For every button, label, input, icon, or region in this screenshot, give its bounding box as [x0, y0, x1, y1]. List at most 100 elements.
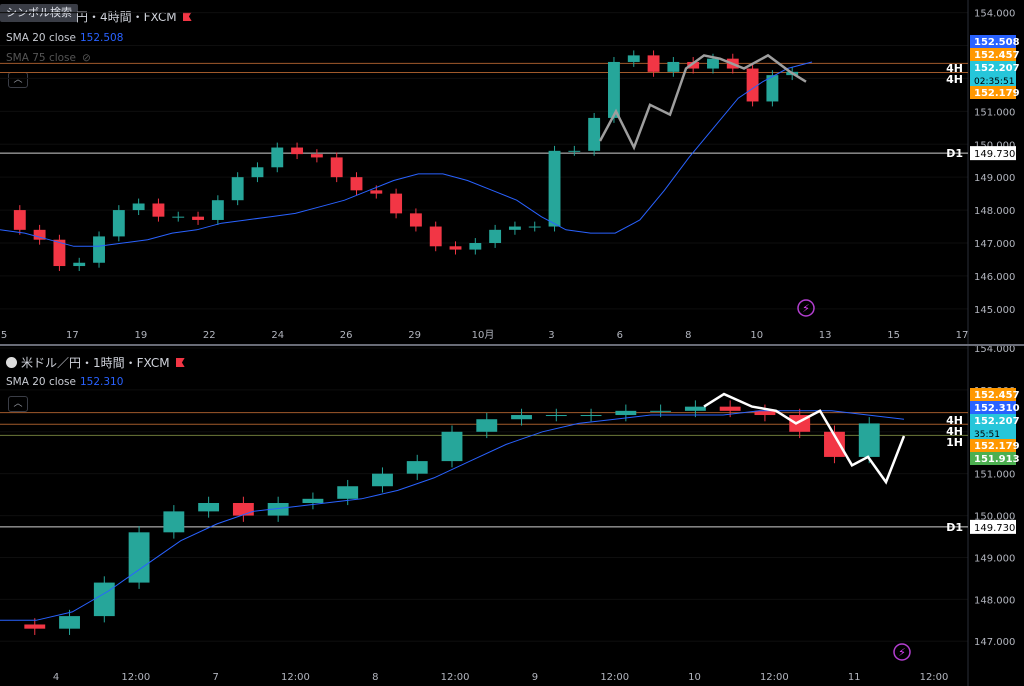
candle-body	[73, 262, 86, 267]
price-label: 152.207	[974, 63, 1020, 74]
candle-body	[580, 415, 602, 417]
candle-body	[251, 167, 264, 178]
price-axis-label: 151.000	[974, 107, 1015, 118]
candle-body	[667, 61, 680, 72]
candle-body	[568, 150, 581, 152]
candle-body	[684, 406, 706, 411]
candle-body	[719, 406, 741, 411]
price-axis-label: 146.000	[974, 272, 1015, 283]
top-sma75-legend[interactable]: SMA 75 close ⊘	[6, 52, 91, 64]
time-axis-label: 10	[750, 330, 763, 341]
price-label-bg	[970, 48, 1016, 61]
price-axis-label: 148.000	[974, 206, 1015, 217]
candle-body	[172, 216, 185, 218]
lightning-icon	[797, 299, 815, 317]
candle-body	[211, 200, 224, 220]
bottom-chart-title[interactable]: 米ドル／円・1時間・FXCM	[6, 354, 185, 371]
price-label: 152.179	[974, 88, 1020, 99]
time-axis-label: 6	[617, 330, 623, 341]
pane-separator[interactable]	[0, 344, 1024, 346]
price-label-bg	[970, 401, 1016, 414]
price-label: 152.508	[974, 37, 1020, 48]
bottom-sma20-legend[interactable]: SMA 20 close 152.310	[6, 376, 123, 388]
level-tag: 4H	[946, 414, 963, 427]
candle-body	[128, 532, 150, 583]
price-label: 151.913	[974, 454, 1020, 465]
level-tag: 4H	[946, 425, 963, 438]
time-axis-label: 8	[685, 330, 691, 341]
time-axis-label: 9	[532, 672, 538, 683]
price-label: 152.207	[974, 416, 1020, 427]
sma20-label: SMA 20 close	[6, 376, 76, 388]
eye-hidden-icon[interactable]: ⊘	[82, 52, 91, 64]
time-axis-label: 12:00	[920, 672, 949, 683]
time-axis-label: 4	[53, 672, 59, 683]
level-tag: D1	[946, 521, 963, 534]
zigzag-drawing	[703, 392, 906, 485]
countdown-bg	[970, 427, 1016, 439]
top-chart-pane[interactable]: シンボル検索 円・4時間・FXCM SMA 20 close 152.508 SM…	[0, 0, 1024, 344]
countdown-label: 35:51	[974, 430, 1000, 440]
time-axis-label: 8	[372, 672, 378, 683]
time-axis-label: 13	[819, 330, 832, 341]
level-tag: 4H	[946, 62, 963, 75]
time-axis-label: 17	[956, 330, 969, 341]
candle-body	[508, 226, 521, 230]
price-label-bg	[970, 146, 1016, 161]
candle-body	[370, 190, 383, 194]
candle-body	[198, 503, 220, 512]
price-label-bg	[970, 439, 1016, 452]
lightning-icon-glyph: ⚡	[802, 302, 810, 315]
price-label: 152.457	[974, 390, 1020, 401]
time-axis-label: 10月	[472, 329, 495, 341]
top-title-text: 円・4時間・FXCM	[76, 10, 177, 24]
time-axis-label: 12:00	[121, 672, 150, 683]
candle-body	[232, 503, 254, 516]
sma20-value: 152.310	[80, 376, 124, 388]
price-label: 152.179	[974, 441, 1020, 452]
candle-body	[93, 582, 115, 617]
candle-body	[132, 203, 145, 211]
top-chart-svg: 154.000153.000152.000151.000150.000149.0…	[0, 0, 1020, 344]
candle-body	[163, 511, 185, 533]
time-axis-label: 26	[340, 330, 353, 341]
time-axis-label: 7	[212, 672, 218, 683]
candle-body	[310, 154, 323, 158]
time-axis-label: 11	[848, 672, 861, 683]
price-label: 149.730	[974, 523, 1015, 534]
candle-body	[489, 229, 502, 243]
zigzag-drawing	[598, 53, 807, 151]
candle-body	[53, 239, 66, 267]
price-label-bg	[970, 452, 1016, 465]
candle-body	[33, 229, 46, 240]
candle-body	[231, 177, 244, 201]
top-chart-title[interactable]: 円・4時間・FXCM	[76, 8, 192, 25]
price-label-bg	[970, 519, 1016, 534]
price-axis-label: 149.000	[974, 553, 1015, 564]
flag-icon	[182, 12, 192, 21]
price-axis-label: 150.000	[974, 512, 1015, 523]
price-label-bg	[970, 388, 1016, 401]
price-axis-label: 154.000	[974, 9, 1015, 20]
price-axis-label: 151.000	[974, 470, 1015, 481]
candle-body	[707, 58, 719, 69]
candle-body	[858, 423, 880, 457]
candle-body	[93, 236, 105, 263]
price-label: 149.730	[974, 149, 1015, 160]
candle-body	[112, 210, 125, 237]
lightning-icon-glyph: ⚡	[898, 646, 906, 659]
level-tag: D1	[946, 147, 963, 160]
top-sma20-legend[interactable]: SMA 20 close 152.508	[6, 32, 123, 44]
time-axis-label: 29	[408, 330, 421, 341]
time-axis-label: 12:00	[281, 672, 310, 683]
candle-body	[511, 415, 532, 420]
candle-body	[588, 117, 601, 151]
bottom-chart-pane[interactable]: 米ドル／円・1時間・FXCM SMA 20 close 152.310 ︿ 154…	[0, 346, 1024, 686]
level-tag: 1H	[946, 436, 963, 449]
candle-body	[350, 177, 363, 191]
time-axis-label: 5	[1, 330, 7, 341]
time-axis-label: 24	[271, 330, 284, 341]
sma20-line	[0, 61, 813, 247]
candle-body	[469, 243, 482, 250]
collapse-legend-icon[interactable]: ︿	[8, 396, 28, 412]
